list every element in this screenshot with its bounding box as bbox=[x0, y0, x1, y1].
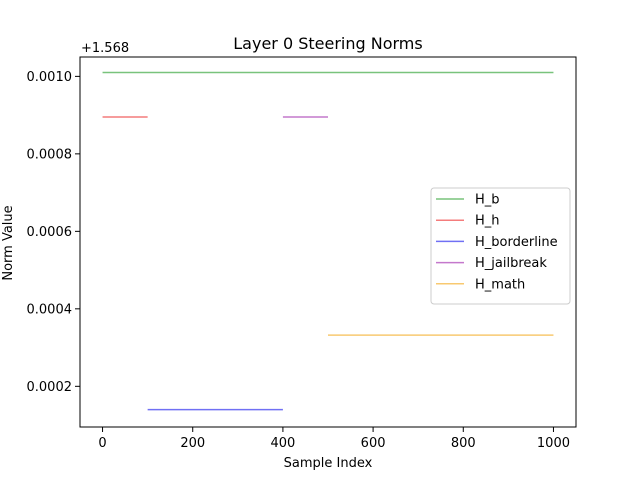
y-tick-label: 0.0008 bbox=[27, 147, 73, 162]
x-tick-label: 400 bbox=[270, 436, 295, 451]
plot-frame bbox=[79, 56, 577, 428]
legend-label-h-h: H_h bbox=[475, 214, 500, 229]
x-axis: 0 200 400 600 800 1000 bbox=[98, 427, 570, 451]
legend-label-h-b: H_b bbox=[475, 193, 500, 208]
legend-label-h-borderline: H_borderline bbox=[475, 235, 558, 250]
series-layer bbox=[102, 71, 554, 411]
legend-label-h-jailbreak: H_jailbreak bbox=[475, 256, 547, 271]
x-tick-label: 200 bbox=[180, 436, 205, 451]
chart-title: Layer 0 Steering Norms bbox=[233, 34, 422, 53]
legend: H_b H_h H_borderline H_jailbreak H_math bbox=[430, 187, 571, 305]
y-axis-label: Norm Value bbox=[1, 205, 16, 280]
y-axis: 0.0002 0.0004 0.0006 0.0008 0.0010 bbox=[27, 70, 80, 395]
x-axis-label: Sample Index bbox=[284, 456, 373, 471]
legend-label-h-math: H_math bbox=[475, 277, 525, 292]
y-tick-label: 0.0006 bbox=[27, 225, 73, 240]
x-tick-label: 800 bbox=[451, 436, 476, 451]
y-tick-label: 0.0010 bbox=[27, 70, 73, 85]
y-tick-label: 0.0004 bbox=[27, 302, 73, 317]
x-tick-label: 1000 bbox=[537, 436, 570, 451]
legend-box bbox=[430, 187, 571, 305]
y-offset-label: +1.568 bbox=[81, 41, 129, 56]
y-tick-label: 0.0002 bbox=[27, 380, 73, 395]
x-tick-label: 600 bbox=[361, 436, 386, 451]
x-tick-label: 0 bbox=[98, 436, 106, 451]
